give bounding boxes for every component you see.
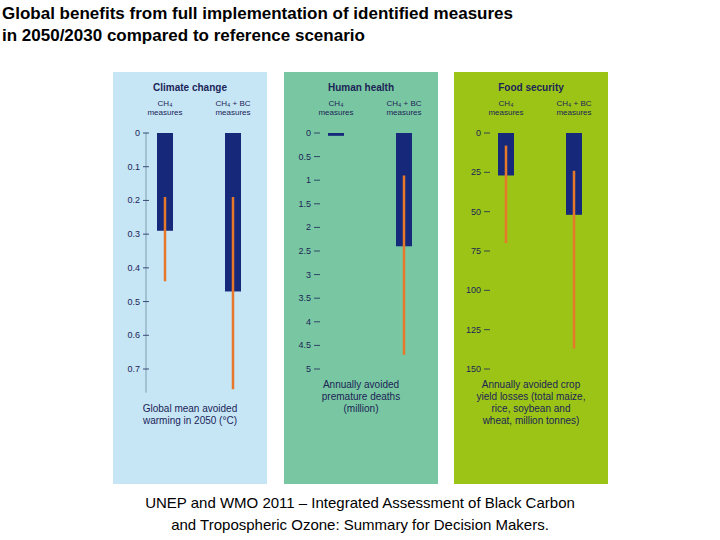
panel-title: Human health — [328, 82, 394, 93]
tick-mark — [484, 211, 490, 212]
tick-label: 5 — [306, 364, 311, 374]
source: UNEP and WMO 2011 – Integrated Assessmen… — [0, 494, 720, 511]
tick-label: 0.6 — [127, 330, 140, 340]
tick-label: 2 — [306, 222, 311, 232]
category-label: CH₄ + BCmeasures — [215, 99, 250, 117]
tick-label: 0 — [135, 128, 140, 138]
tick-label: 0.4 — [127, 263, 140, 273]
tick-label: 4 — [306, 317, 311, 327]
tick-mark — [143, 301, 149, 302]
axis-label: Global mean avoided warming in 2050 (°C) — [135, 403, 245, 427]
tick-mark — [484, 290, 490, 291]
axis-label: Annually avoided premature deaths (milli… — [306, 379, 416, 415]
tick-mark — [314, 274, 320, 275]
tick-label: 150 — [466, 364, 481, 374]
tick-mark — [314, 298, 320, 299]
figure: Climate change CH₄measures CH₄ + BCmeasure… — [0, 0, 720, 540]
panel — [284, 72, 438, 484]
tick-label: 75 — [471, 246, 481, 256]
tick-mark — [314, 133, 320, 134]
tick-label: 1.5 — [298, 199, 311, 209]
tick-label: 4.5 — [298, 340, 311, 350]
title: Global benefits from full implementation… — [2, 4, 513, 24]
tick-mark — [143, 200, 149, 201]
plot-area — [498, 133, 582, 349]
tick-label: 3 — [306, 270, 311, 280]
tick-mark — [314, 227, 320, 228]
axis-line — [146, 133, 147, 393]
tick-mark — [314, 321, 320, 322]
error-bar — [232, 197, 235, 389]
tick-mark — [484, 133, 490, 134]
tick-mark — [484, 329, 490, 330]
tick-mark — [314, 203, 320, 204]
category-label: CH₄measures — [147, 99, 182, 117]
title: in 2050/2030 compared to reference scena… — [2, 26, 365, 46]
panel — [454, 72, 608, 484]
error-bar — [403, 175, 406, 354]
panel-title: Food security — [498, 82, 564, 93]
tick-mark — [314, 369, 320, 370]
tick-mark — [314, 251, 320, 252]
tick-label: 50 — [471, 207, 481, 217]
tick-mark — [143, 267, 149, 268]
tick-mark — [314, 156, 320, 157]
tick-label: 0.5 — [298, 152, 311, 162]
tick-label: 3.5 — [298, 293, 311, 303]
tick-mark — [143, 166, 149, 167]
tick-mark — [314, 345, 320, 346]
plot-area — [328, 133, 412, 355]
tick-mark — [143, 335, 149, 336]
error-bar — [573, 171, 576, 349]
tick-label: 125 — [466, 325, 481, 335]
tick-mark — [143, 234, 149, 235]
tick-label: 100 — [466, 285, 481, 295]
plot-area — [157, 133, 241, 389]
tick-label: 0.3 — [127, 229, 140, 239]
error-bar — [505, 146, 508, 244]
tick-label: 0.7 — [127, 364, 140, 374]
tick-label: 0.1 — [127, 162, 140, 172]
category-label: CH₄measures — [488, 99, 523, 117]
panel-title: Climate change — [153, 82, 227, 93]
axis-label: Annually avoided crop yield losses (tota… — [476, 379, 586, 427]
tick-mark — [143, 369, 149, 370]
tick-mark — [143, 133, 149, 134]
error-bar — [164, 197, 167, 281]
tick-label: 0.2 — [127, 195, 140, 205]
tick-mark — [314, 180, 320, 181]
tick-mark — [484, 251, 490, 252]
source: and Tropospheric Ozone: Summary for Deci… — [0, 516, 720, 533]
tick-label: 1 — [306, 175, 311, 185]
category-label: CH₄ + BCmeasures — [556, 99, 591, 117]
tick-mark — [484, 172, 490, 173]
category-label: CH₄ + BCmeasures — [386, 99, 421, 117]
category-label: CH₄measures — [318, 99, 353, 117]
tick-mark — [484, 369, 490, 370]
tick-label: 0 — [306, 128, 311, 138]
tick-label: 0.5 — [127, 297, 140, 307]
tick-label: 2.5 — [298, 246, 311, 256]
tick-label: 25 — [471, 167, 481, 177]
tick-label: 0 — [476, 128, 481, 138]
bar — [328, 133, 344, 136]
panel — [113, 72, 267, 484]
